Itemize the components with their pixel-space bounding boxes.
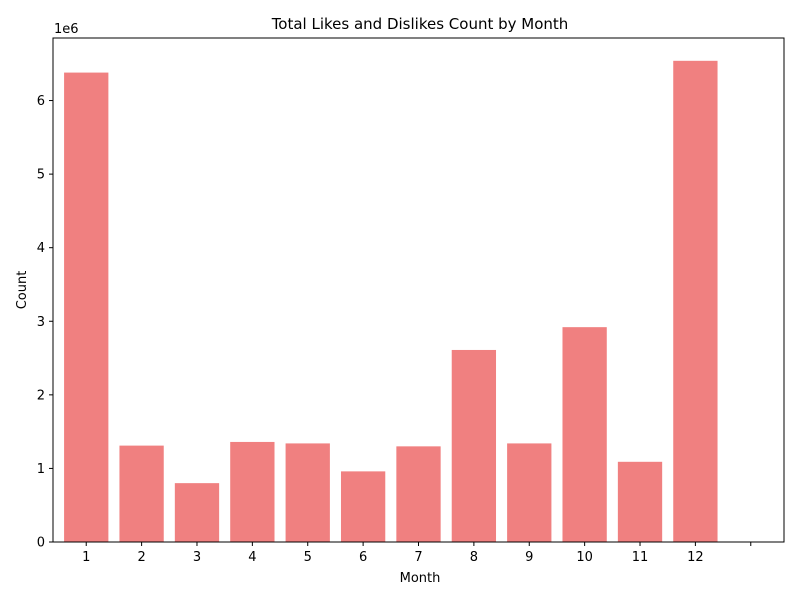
- x-tick-label: 11: [632, 550, 649, 565]
- bar-month-2: [119, 445, 164, 542]
- bar-month-5: [285, 443, 330, 542]
- y-tick-label: 1: [37, 462, 45, 477]
- x-tick-label: 3: [193, 550, 201, 565]
- x-tick-label: 2: [137, 550, 145, 565]
- y-tick-label: 0: [37, 536, 45, 551]
- y-tick-label: 6: [37, 94, 45, 109]
- y-axis-label: Count: [15, 271, 30, 310]
- x-tick-label: 12: [687, 550, 704, 565]
- bar-month-9: [507, 443, 552, 542]
- bar-month-1: [64, 72, 109, 542]
- bar-month-8: [451, 349, 497, 542]
- x-axis-label: Month: [400, 571, 441, 586]
- bars-group: [64, 60, 718, 543]
- plot-frame: [52, 37, 785, 543]
- x-tick-label: 8: [470, 550, 478, 565]
- bar-month-10: [562, 327, 607, 542]
- x-tick-label: 1: [82, 550, 90, 565]
- x-tick-label: 10: [576, 550, 593, 565]
- bar-month-6: [340, 471, 386, 542]
- bar-month-11: [617, 461, 663, 542]
- x-tick-label: 7: [414, 550, 422, 565]
- y-tick-label: 5: [37, 168, 45, 183]
- bar-month-3: [174, 483, 220, 542]
- x-tick-label: 6: [359, 550, 367, 565]
- chart-title: Total Likes and Dislikes Count by Month: [271, 15, 569, 33]
- x-tick-label: 4: [248, 550, 256, 565]
- y-tick-label: 3: [37, 315, 45, 330]
- bar-month-7: [396, 446, 441, 542]
- x-tick-label: 9: [525, 550, 533, 565]
- bar-month-12: [673, 60, 718, 543]
- y-tick-label: 2: [37, 388, 45, 403]
- x-tick-label: 5: [304, 550, 312, 565]
- bar-month-4: [230, 441, 275, 542]
- y-tick-label: 4: [37, 241, 45, 256]
- y-scale-multiplier: 1e6: [54, 22, 79, 37]
